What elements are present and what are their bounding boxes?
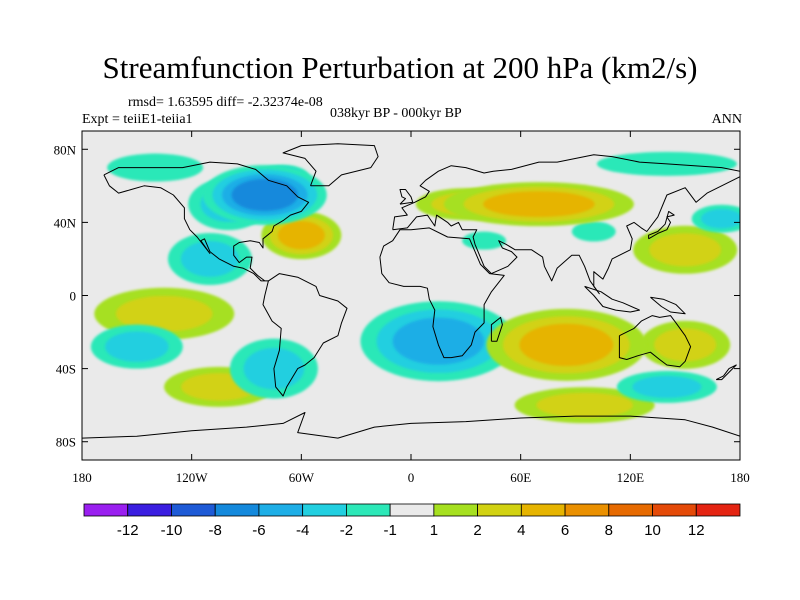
colorbar-label-11: 8 xyxy=(605,522,613,539)
coast-africa xyxy=(379,227,505,359)
contour-low-13-1 xyxy=(632,375,702,398)
colorbar-label-9: 4 xyxy=(517,522,525,539)
colorbar-swatch-9 xyxy=(477,503,522,517)
season-label: ANN xyxy=(711,112,742,127)
colorbar-swatch-5 xyxy=(302,503,347,517)
coast-antarctica xyxy=(82,412,740,439)
contour-low-14-1 xyxy=(105,331,169,362)
colorbar-swatch-11 xyxy=(564,503,610,517)
contour-low-11-1 xyxy=(701,209,740,229)
colorbar-label-4: -4 xyxy=(296,522,309,539)
colorbar-swatch-12 xyxy=(608,503,653,517)
lat-tick-label-2: 0 xyxy=(70,289,77,304)
lat-tick-label-3: 40S xyxy=(56,362,76,377)
contour-low-2-0 xyxy=(571,221,616,242)
period-label: 038kyr BP - 000kyr BP xyxy=(330,106,462,121)
contour-low-21-3 xyxy=(231,178,298,212)
lat-tick-label-1: 40N xyxy=(54,215,77,230)
experiment-label: Expt = teiiE1-teiia1 xyxy=(82,112,193,127)
coast-australia xyxy=(618,315,692,368)
plot-title: Streamfunction Perturbation at 200 hPa (… xyxy=(102,50,698,85)
lon-tick-label-4: 60E xyxy=(510,470,531,485)
colorbar-label-7: 1 xyxy=(430,522,438,539)
coast-eurasia xyxy=(392,154,740,295)
contour-high-20-2 xyxy=(519,323,614,366)
coast-greenland xyxy=(282,143,379,187)
coast-new-guinea xyxy=(650,296,686,315)
coast-north-america xyxy=(103,161,310,282)
colorbar-swatch-4 xyxy=(258,503,304,517)
lat-tick-label-4: 80S xyxy=(56,435,76,450)
colorbar-label-8: 2 xyxy=(473,522,481,539)
contour-high-9-1 xyxy=(115,295,213,332)
colorbar-label-10: 6 xyxy=(561,522,569,539)
contour-high-19-2 xyxy=(483,191,595,218)
contour-low-6-1 xyxy=(180,241,239,277)
coastlines xyxy=(82,143,740,439)
colorbar-swatch-10 xyxy=(520,503,566,517)
colorbar-label-0: -12 xyxy=(117,522,139,539)
axis-ticks: 180 120W 60W 0 60E 120E 180 80N 40N 0 40S 80S xyxy=(54,131,750,485)
field-contours xyxy=(90,151,740,424)
colorbar-label-2: -8 xyxy=(209,522,222,539)
colorbar-label-13: 12 xyxy=(688,522,705,539)
coast-madagascar xyxy=(490,316,503,342)
coast-uk xyxy=(399,189,414,205)
lon-tick-label-1: 120W xyxy=(176,470,209,485)
contour-high-5-1 xyxy=(536,392,633,418)
coast-indonesia xyxy=(584,285,640,313)
contour-high-15-1 xyxy=(654,328,717,362)
colorbar-swatch-7 xyxy=(389,503,435,517)
colorbar-label-12: 10 xyxy=(644,522,661,539)
colorbar-swatch-13 xyxy=(652,503,697,517)
colorbar-swatch-14 xyxy=(695,503,741,517)
colorbar-swatch-0 xyxy=(83,503,129,517)
lon-tick-label-5: 120E xyxy=(617,470,645,485)
colorbar-label-1: -10 xyxy=(161,522,183,539)
lon-tick-label-6: 180 xyxy=(730,470,750,485)
coast-japan xyxy=(648,210,675,240)
colorbar-swatch-3 xyxy=(214,503,260,517)
colorbar-label-5: -2 xyxy=(340,522,353,539)
colorbar-swatch-1 xyxy=(127,503,172,517)
contour-high-18-2 xyxy=(277,221,325,250)
colorbar-swatch-8 xyxy=(433,503,479,517)
stats-label: rmsd= 1.63595 diff= -2.32374e-08 xyxy=(128,95,323,110)
colorbar-label-6: -1 xyxy=(383,522,396,539)
lat-tick-label-0: 80N xyxy=(54,142,77,157)
colorbar-label-3: -6 xyxy=(252,522,265,539)
lon-tick-label-0: 180 xyxy=(72,470,92,485)
coast-new-zealand xyxy=(715,364,737,381)
colorbar-swatch-2 xyxy=(171,503,216,517)
lon-tick-label-2: 60W xyxy=(289,470,315,485)
contour-low-16-2 xyxy=(392,317,485,365)
colorbar-swatch-6 xyxy=(345,503,391,517)
colorbar: -12 -10 -8 -6 -4 -2 -1 1 2 4 6 8 10 12 xyxy=(83,503,741,539)
lon-tick-label-3: 0 xyxy=(408,470,415,485)
contour-high-8-1 xyxy=(649,233,722,267)
coast-south-america xyxy=(262,273,348,397)
